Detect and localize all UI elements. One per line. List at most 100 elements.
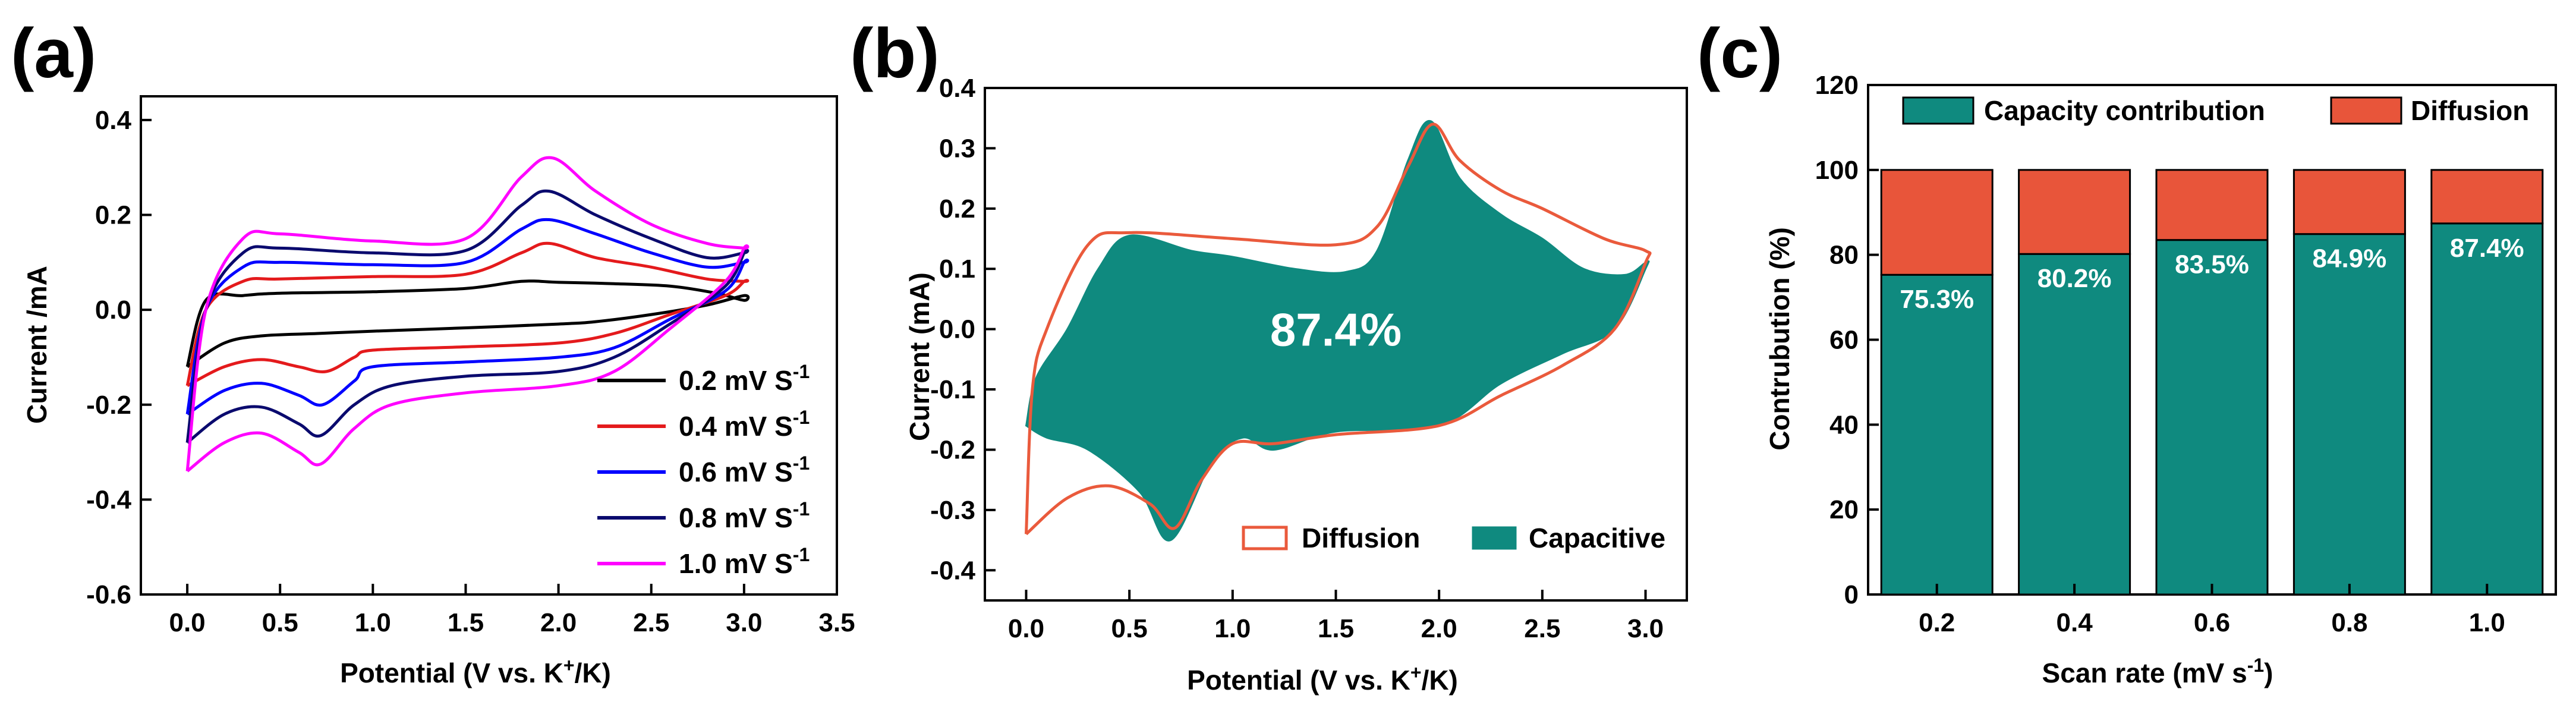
panel-b-xlabel-post: /K) (1422, 665, 1458, 696)
panel-a-xlabel-pre: Potential (V vs. K (340, 657, 563, 688)
panel-b-capacitive-area (1025, 119, 1650, 542)
panel-b-xtick-label: 2.5 (1524, 614, 1560, 643)
panel-c-xtick-label: 0.4 (2057, 608, 2093, 637)
panel-a-legend-label: 1.0 mV S-1 (679, 544, 810, 579)
panel-b-xtick-label: 2.0 (1421, 614, 1457, 643)
panel-a-ylabel: Current /mA (21, 266, 52, 424)
panel-a-legend-label: 0.4 mV S-1 (679, 407, 810, 442)
panel-c-xtick-label: 0.8 (2331, 608, 2367, 637)
panel-c-xtick-label: 1.0 (2469, 608, 2505, 637)
panel-b-legend-diffusion-label: Diffusion (1302, 523, 1420, 553)
panel-c-ytick-label: 40 (1829, 410, 1859, 439)
panel-c-xlabel-pre: Scan rate (mV s (2042, 657, 2247, 688)
panel-a-legend-label: 0.6 mV S-1 (679, 452, 810, 487)
panel-a-xlabel: Potential (V vs. K+/K) (340, 655, 611, 688)
panel-c-bar-value-label: 87.4% (2450, 234, 2524, 263)
panel-c-bar-diffusion (1880, 169, 1994, 276)
panel-c-bar-value-label: 75.3% (1900, 285, 1974, 314)
panel-c-ytick-label: 20 (1829, 495, 1859, 524)
panel-c-bar-diffusion (2430, 169, 2544, 225)
panel-b-letter: (b) (850, 14, 940, 93)
panel-b-ytick-label: -0.3 (930, 496, 975, 525)
panel-c-bar-capacity (2292, 233, 2406, 596)
panel-a-series-2-curve (185, 218, 750, 416)
panel-b-diffusion-outline (1025, 122, 1652, 536)
panel-b-xlabel: Potential (V vs. K+/K) (1187, 662, 1458, 696)
panel-b-xtick-label: 0.5 (1111, 614, 1148, 643)
panel-b-legend-capacitive-label: Capacitive (1529, 523, 1665, 553)
panel-b-ytick-label: -0.4 (930, 556, 975, 585)
panel-a-series-3-curve (185, 189, 750, 444)
panel-a-legend-superscript: -1 (793, 498, 810, 520)
panel-a-xtick-label: 1.0 (355, 608, 391, 637)
panel-c-legend-diffusion-swatch (2330, 96, 2402, 125)
panel-a-series-4-curve (185, 156, 750, 473)
panel-a-legend-superscript: -1 (793, 407, 810, 428)
panel-c-bar-value-label: 84.9% (2313, 244, 2387, 273)
panel-b-ytick-label: 0.2 (939, 194, 975, 224)
panel-a-legend-label: 0.8 mV S-1 (679, 498, 810, 533)
panel-a-plot-frame (140, 95, 838, 596)
panel-c-letter: (c) (1697, 14, 1783, 93)
panel-c-ytick-label: 0 (1844, 580, 1859, 609)
panel-a-ytick-label: -0.6 (86, 580, 131, 609)
panel-c-bar-capacity (2018, 253, 2131, 596)
panel-a-legend-superscript: -1 (793, 452, 810, 474)
panel-c-legend-capacity-swatch (1902, 96, 1974, 125)
panel-b-ytick-label: -0.1 (930, 375, 975, 404)
panel-a-letter: (a) (11, 14, 96, 93)
panel-c-xlabel-sup: -1 (2247, 655, 2264, 676)
panel-b-ytick-label: 0.0 (939, 315, 975, 344)
panel-a-legend-superscript: -1 (793, 361, 810, 382)
panel-a-xlabel-post: /K) (575, 657, 611, 688)
panel-a-xtick-label: 1.5 (448, 608, 484, 637)
panel-c-ylabel: Contrubution (%) (1764, 227, 1795, 451)
panel-c-xlabel: Scan rate (mV s-1) (2042, 655, 2273, 688)
panel-c-ytick-label: 100 (1815, 156, 1859, 185)
panel-a-ytick-label: 0.0 (95, 295, 131, 325)
panel-c-bar-diffusion (2292, 169, 2406, 235)
panel-a-ytick-label: 0.4 (95, 106, 132, 135)
panel-b-percentage-annotation: 87.4% (1270, 304, 1402, 356)
panel-a-xlabel-sup: + (563, 655, 575, 676)
panel-b-ytick-label: -0.2 (930, 435, 975, 464)
panel-a-ytick-label: -0.2 (86, 391, 131, 420)
panel-b-capacitive-contribution: 0.0 0.5 1.0 1.5 2.0 2.5 3.0 -0.4 -0.3 -0.2 -0.1 0.0… (930, 74, 1688, 643)
panel-c-ytick-label: 120 (1815, 71, 1859, 100)
panel-c-xlabel-post: ) (2264, 657, 2273, 688)
panel-c-bar-capacity (2430, 222, 2544, 596)
panel-c-xtick-label: 0.2 (1919, 608, 1955, 637)
panel-a-xtick-label: 3.5 (818, 608, 855, 637)
panel-a-legend-superscript: -1 (793, 544, 810, 565)
panel-c-bar-diffusion (2155, 169, 2269, 241)
panel-a-series-0-curve (185, 279, 750, 369)
panel-c-bar-chart: 0 20 40 60 80 100 120 75.3% 0.2 80.2% 0.4 83.5% 0.6 8… (1815, 71, 2557, 637)
panel-c-bar-capacity (2155, 239, 2269, 596)
panel-a-xtick-label: 0.5 (262, 608, 298, 637)
panel-b-xtick-label: 3.0 (1627, 614, 1664, 643)
panel-a-ytick-label: 0.2 (95, 201, 131, 230)
panel-c-legend-capacity-label: Capacity contribution (1984, 95, 2265, 126)
panel-c-bar-diffusion (2018, 169, 2131, 255)
panel-a-xtick-label: 2.5 (633, 608, 669, 637)
panel-b-xtick-label: 1.0 (1214, 614, 1251, 643)
panel-b-xlabel-pre: Potential (V vs. K (1187, 665, 1410, 696)
panel-b-xtick-label: 1.5 (1318, 614, 1354, 643)
panel-b-ylabel: Current (mA) (904, 272, 935, 441)
panel-b-xtick-label: 0.0 (1008, 614, 1044, 643)
panel-b-ytick-label: 0.3 (939, 134, 975, 163)
panel-c-xtick-label: 0.6 (2194, 608, 2230, 637)
panel-c-ytick-label: 60 (1829, 326, 1859, 355)
panel-a-xtick-label: 2.0 (540, 608, 577, 637)
panel-b-xlabel-sup: + (1410, 662, 1422, 683)
panel-b-ytick-label: 0.1 (939, 254, 975, 284)
panel-a-cv-curves: 0.0 0.5 1.0 1.5 2.0 2.5 3.0 3.5 -0.6 -0.4 -0.2 0.0 0… (86, 95, 855, 637)
panel-c-bar-value-label: 80.2% (2038, 264, 2112, 293)
panel-b-legend-diffusion-swatch (1242, 526, 1288, 550)
panel-a-series-1-curve (185, 241, 750, 388)
panel-c-legend-diffusion-label: Diffusion (2411, 95, 2529, 126)
panel-a-ytick-label: -0.4 (86, 485, 131, 514)
panel-a-legend-label: 0.2 mV S-1 (679, 361, 810, 396)
panel-c-ytick-label: 80 (1829, 241, 1859, 270)
